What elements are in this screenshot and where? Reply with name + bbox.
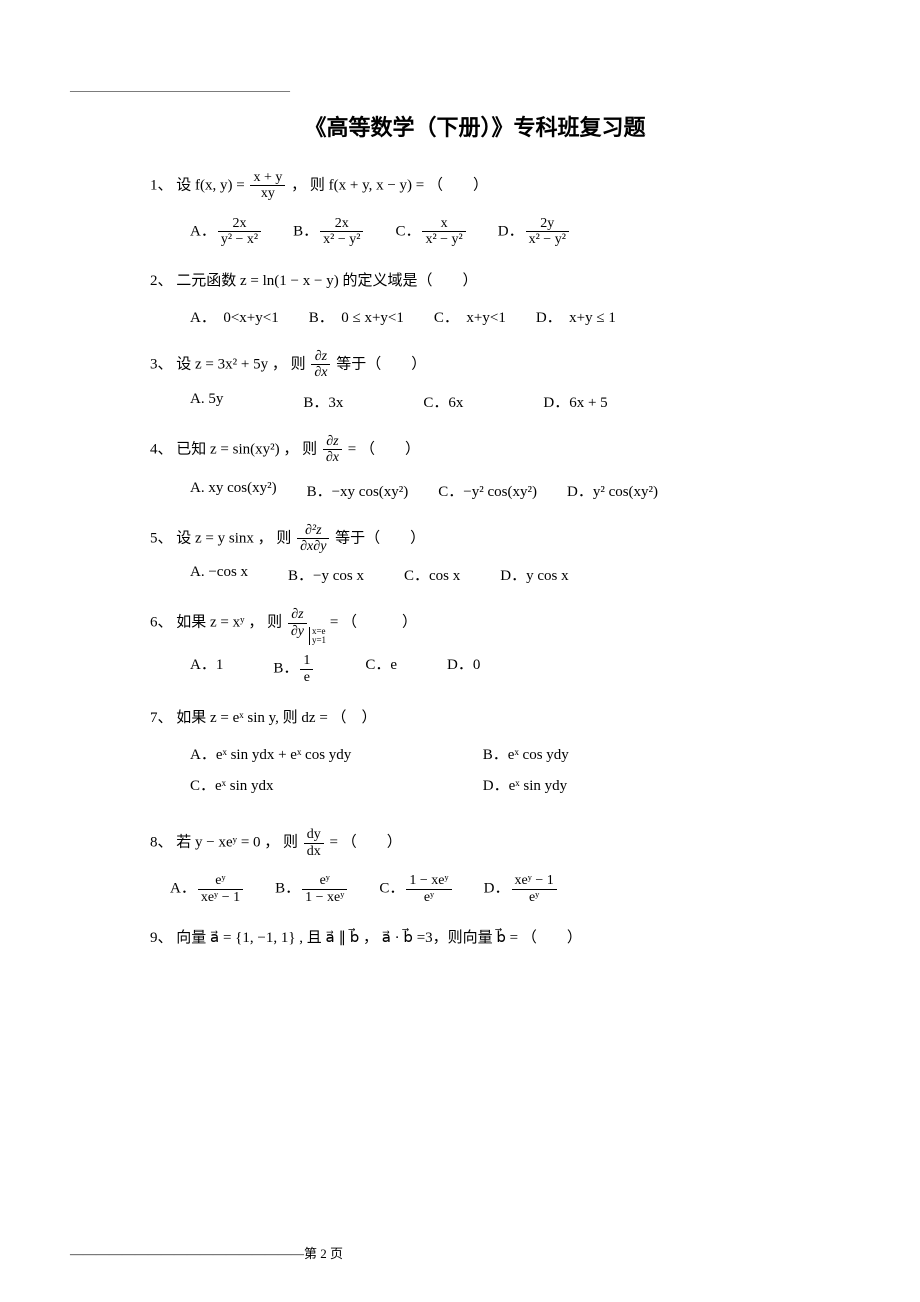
question-5: 5、 设 z = y sinx ， 则 ∂²z ∂x∂y 等于（ ） [150, 523, 800, 555]
q1-stem-post: ， 则 f(x + y, x − y) = （ ） [291, 177, 488, 193]
q7-num: 7、 [150, 710, 173, 726]
q7-opt-b: B．eˣ cos ydy [483, 743, 776, 764]
q5-stem-post: 等于（ ） [335, 530, 425, 546]
q8-stem-pre: 若 y − xeʸ = 0 ， 则 [176, 835, 302, 851]
q4-opt-b: B．−xy cos(xy²) [307, 480, 409, 501]
question-2: 2、 二元函数 z = ln(1 − x − y) 的定义域是（ ） [150, 270, 800, 293]
q6-num: 6、 [150, 615, 173, 631]
q8-opt-d: D．xeʸ − 1eʸ [484, 873, 559, 905]
q1-num: 1、 [150, 177, 173, 193]
q5-opt-d: D．y cos x [500, 564, 568, 585]
page-footer: ——————————————————第 2 页 [70, 1243, 343, 1262]
q2-stem: 二元函数 z = ln(1 − x − y) 的定义域是（ ） [176, 273, 477, 289]
q9-num: 9、 [150, 930, 173, 946]
q1-opt-a: A．2xy² − x² [190, 216, 263, 248]
q6-opt-d: D．0 [447, 653, 480, 685]
q5-frac: ∂²z ∂x∂y [297, 523, 329, 555]
q6-stem-pre: 如果 z = xʸ ， 则 [176, 615, 286, 631]
q6-options: A．1 B．1e C．e D．0 [190, 653, 800, 685]
q8-opt-c: C．1 − xeʸeʸ [379, 873, 453, 905]
q1-opt-b: B．2xx² − y² [293, 216, 365, 248]
q5-opt-b: B．−y cos x [288, 564, 364, 585]
q2-opt-d: D． x+y ≤ 1 [536, 306, 616, 327]
header-rule: ———————————————————— [70, 85, 290, 97]
q5-opt-a: A. −cos x [190, 564, 248, 585]
q8-opt-a: A．eʸxeʸ − 1 [170, 873, 245, 905]
question-8: 8、 若 y − xeʸ = 0 ， 则 dy dx = （ ） [150, 827, 800, 859]
q7-stem: 如果 z = eˣ sin y, 则 dz = （ ） [176, 710, 376, 726]
q5-opt-c: C．cos x [404, 564, 460, 585]
q8-opt-b: B．eʸ1 − xeʸ [275, 873, 349, 905]
q9-stem: 向量 a⃗ = {1, −1, 1} , 且 a⃗ ∥ b⃗ ， a⃗ · b⃗… [176, 930, 582, 946]
q8-stem-post: = （ ） [330, 835, 402, 851]
q3-num: 3、 [150, 356, 173, 372]
q6-frac: ∂z ∂y [288, 607, 307, 639]
q1-opt-c: C．xx² − y² [395, 216, 467, 248]
q8-frac: dy dx [304, 827, 324, 859]
q4-num: 4、 [150, 441, 173, 457]
q6-stem-post: = （ ） [330, 615, 417, 631]
q2-opt-c: C． x+y<1 [434, 306, 506, 327]
q4-opt-a: A. xy cos(xy²) [190, 480, 277, 501]
q3-opt-d: D．6x + 5 [543, 391, 607, 412]
question-1: 1、 设 f(x, y) = x + y xy ， 则 f(x + y, x −… [150, 170, 800, 202]
q1-frac: x + y xy [250, 170, 285, 202]
q6-opt-a: A．1 [190, 653, 223, 685]
q1-opt-d: D．2yx² − y² [498, 216, 571, 248]
q1-options: A．2xy² − x² B．2xx² − y² C．xx² − y² D．2yx… [190, 216, 800, 248]
question-9: 9、 向量 a⃗ = {1, −1, 1} , 且 a⃗ ∥ b⃗ ， a⃗ ·… [150, 927, 800, 950]
q1-stem-pre: 设 f(x, y) = [176, 177, 248, 193]
question-6: 6、 如果 z = xʸ ， 则 ∂z ∂y x=ey=1 = （ ） [150, 607, 800, 639]
question-7: 7、 如果 z = eˣ sin y, 则 dz = （ ） [150, 707, 800, 730]
q3-opt-a: A. 5y [190, 391, 223, 412]
q6-opt-c: C．e [365, 653, 397, 685]
q7-opt-a: A．eˣ sin ydx + eˣ cos ydy [190, 743, 483, 764]
q6-opt-b: B．1e [273, 653, 315, 685]
page-title: 《高等数学（下册）》专科班复习题 [150, 110, 800, 142]
q3-stem-post: 等于（ ） [336, 356, 426, 372]
q4-opt-c: C．−y² cos(xy²) [438, 480, 537, 501]
q7-opt-d: D．eˣ sin ydy [483, 774, 776, 795]
q8-num: 8、 [150, 835, 173, 851]
q3-opt-b: B．3x [303, 391, 343, 412]
q3-frac: ∂z ∂x [311, 349, 330, 381]
q7-opt-c: C．eˣ sin ydx [190, 774, 483, 795]
q4-stem-pre: 已知 z = sin(xy²) ， 则 [176, 441, 321, 457]
q2-opt-b: B． 0 ≤ x+y<1 [309, 306, 404, 327]
q3-opt-c: C．6x [423, 391, 463, 412]
question-3: 3、 设 z = 3x² + 5y ， 则 ∂z ∂x 等于（ ） [150, 349, 800, 381]
q5-stem-pre: 设 z = y sinx ， 则 [176, 530, 295, 546]
q3-options: A. 5y B．3x C．6x D．6x + 5 [190, 391, 800, 412]
q4-stem-post: = （ ） [348, 441, 420, 457]
q4-options: A. xy cos(xy²) B．−xy cos(xy²) C．−y² cos(… [190, 480, 800, 501]
q4-opt-d: D．y² cos(xy²) [567, 480, 658, 501]
q8-options: A．eʸxeʸ − 1 B．eʸ1 − xeʸ C．1 − xeʸeʸ D．xe… [170, 873, 800, 905]
q5-options: A. −cos x B．−y cos x C．cos x D．y cos x [190, 564, 800, 585]
q3-stem-pre: 设 z = 3x² + 5y ， 则 [176, 356, 309, 372]
q6-subst: x=ey=1 [309, 627, 326, 645]
q2-opt-a: A． 0<x+y<1 [190, 306, 279, 327]
q4-frac: ∂z ∂x [323, 434, 342, 466]
q7-options: A．eˣ sin ydx + eˣ cos ydy B．eˣ cos ydy C… [190, 743, 800, 805]
question-4: 4、 已知 z = sin(xy²) ， 则 ∂z ∂x = （ ） [150, 434, 800, 466]
q5-num: 5、 [150, 530, 173, 546]
q2-options: A． 0<x+y<1 B． 0 ≤ x+y<1 C． x+y<1 D． x+y … [190, 306, 800, 327]
q2-num: 2、 [150, 273, 173, 289]
